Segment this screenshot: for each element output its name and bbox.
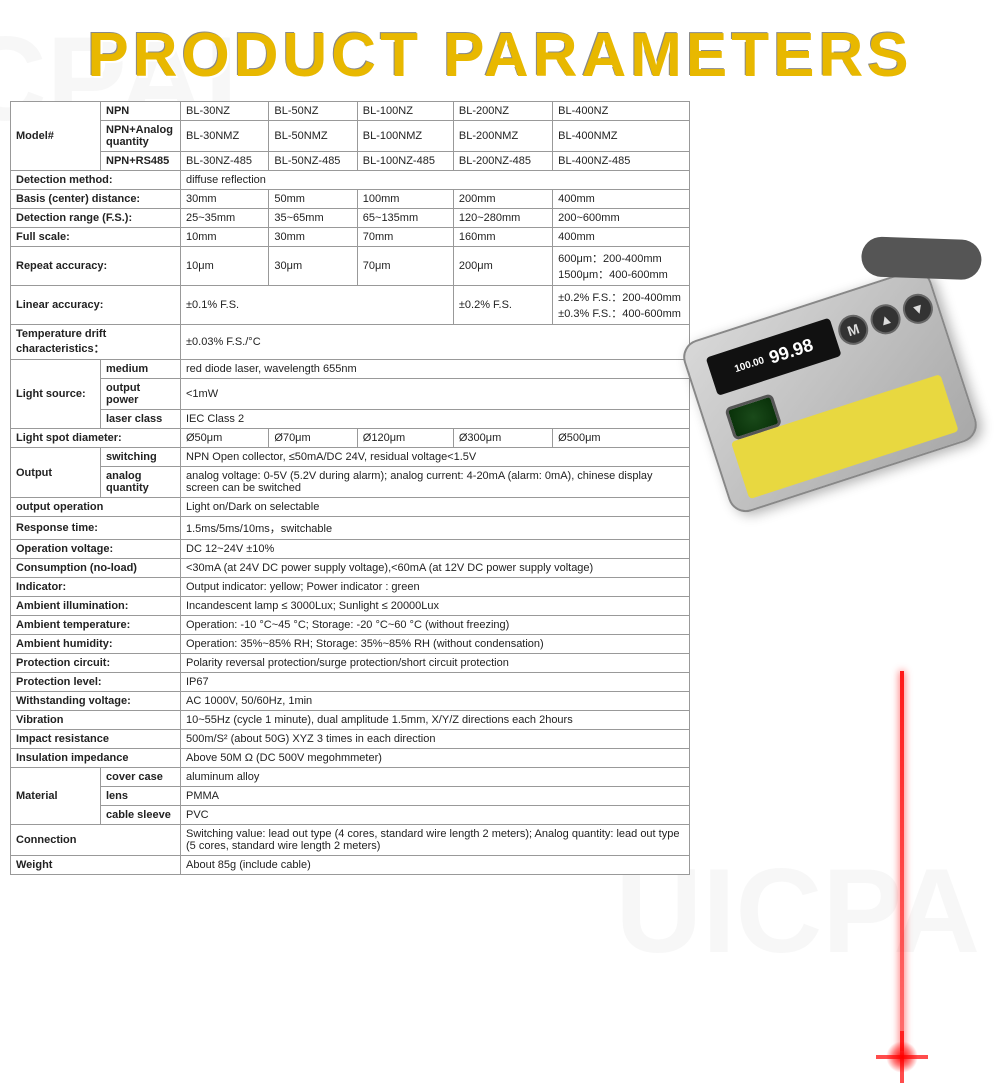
table-row: Repeat accuracy: 10μm 30μm 70μm 200μm 60… <box>11 247 690 286</box>
table-row: NPN+Analog quantity BL-30NMZ BL-50NMZ BL… <box>11 121 690 152</box>
down-button: ▼ <box>899 290 937 328</box>
page-title: PRODUCT PARAMETERS <box>0 0 1000 101</box>
table-row: Basis (center) distance: 30mm 50mm 100mm… <box>11 190 690 209</box>
model-label: Model# <box>11 102 101 171</box>
cable-icon <box>861 236 982 280</box>
table-row: Light source: mediumred diode laser, wav… <box>11 360 690 379</box>
table-row: Detection range (F.S.): 25~35mm 35~65mm … <box>11 209 690 228</box>
table-row: Protection circuit:Polarity reversal pro… <box>11 654 690 673</box>
table-row: Temperature drift characteristics：±0.03%… <box>11 325 690 360</box>
table-row: Protection level:IP67 <box>11 673 690 692</box>
table-row: ConnectionSwitching value: lead out type… <box>11 825 690 856</box>
table-row: Response time:1.5ms/5ms/10ms，switchable <box>11 517 690 540</box>
spec-table: Model# NPN BL-30NZ BL-50NZ BL-100NZ BL-2… <box>10 101 690 875</box>
laser-beam-icon <box>900 671 904 1051</box>
table-row: lensPMMA <box>11 787 690 806</box>
table-row: Withstanding voltage:AC 1000V, 50/60Hz, … <box>11 692 690 711</box>
table-row: Ambient humidity:Operation: 35%~85% RH; … <box>11 635 690 654</box>
mode-button: M <box>834 311 872 349</box>
device-label-plate <box>731 374 959 499</box>
table-row: Linear accuracy: ±0.1% F.S. ±0.2% F.S. ±… <box>11 286 690 325</box>
table-row: output power<1mW <box>11 379 690 410</box>
table-row: Detection method:diffuse reflection <box>11 171 690 190</box>
table-row: Vibration10~55Hz (cycle 1 minute), dual … <box>11 711 690 730</box>
table-row: NPN+RS485 BL-30NZ-485 BL-50NZ-485 BL-100… <box>11 152 690 171</box>
table-row: Light spot diameter: Ø50μm Ø70μm Ø120μm … <box>11 429 690 448</box>
table-row: Indicator:Output indicator: yellow; Powe… <box>11 578 690 597</box>
table-row: cable sleevePVC <box>11 806 690 825</box>
spec-table-container: Model# NPN BL-30NZ BL-50NZ BL-100NZ BL-2… <box>10 101 690 875</box>
device-display: 100.00 99.98 <box>706 318 842 396</box>
up-button: ▲ <box>867 300 905 338</box>
table-row: WeightAbout 85g (include cable) <box>11 856 690 875</box>
table-row: analog quantityanalog voltage: 0-5V (5.2… <box>11 467 690 498</box>
table-row: Material cover casealuminum alloy <box>11 768 690 787</box>
device-illustration: 100.00 99.98 M ▲ ▼ <box>700 301 1000 1001</box>
table-row: laser classIEC Class 2 <box>11 410 690 429</box>
table-row: Output switchingNPN Open collector, ≤50m… <box>11 448 690 467</box>
table-row: Full scale: 10mm 30mm 70mm 160mm 400mm <box>11 228 690 247</box>
table-row: Model# NPN BL-30NZ BL-50NZ BL-100NZ BL-2… <box>11 102 690 121</box>
laser-spot-icon <box>886 1041 918 1073</box>
table-row: Impact resistance500m/S² (about 50G) XYZ… <box>11 730 690 749</box>
table-row: output operationLight on/Dark on selecta… <box>11 498 690 517</box>
table-row: Ambient illumination:Incandescent lamp ≤… <box>11 597 690 616</box>
table-row: Insulation impedanceAbove 50M Ω (DC 500V… <box>11 749 690 768</box>
table-row: Consumption (no-load)<30mA (at 24V DC po… <box>11 559 690 578</box>
table-row: Ambient temperature:Operation: -10 °C~45… <box>11 616 690 635</box>
sensor-device: 100.00 99.98 M ▲ ▼ <box>679 265 982 517</box>
table-row: Operation voltage:DC 12~24V ±10% <box>11 540 690 559</box>
